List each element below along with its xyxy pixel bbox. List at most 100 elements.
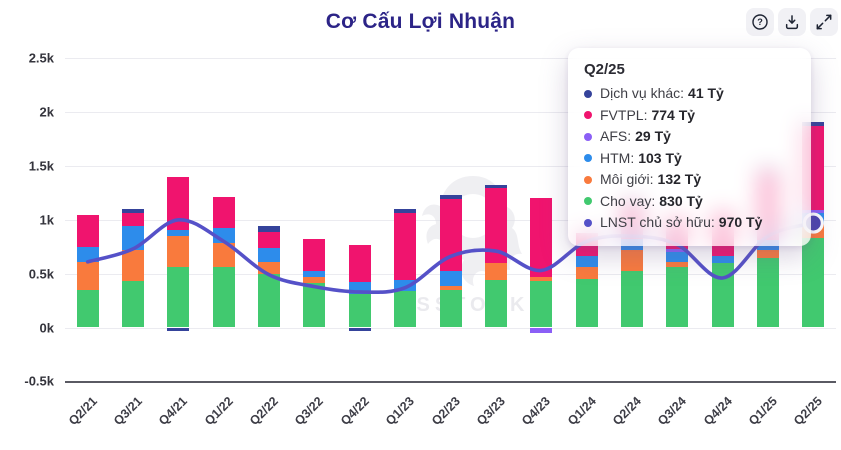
bar-segment[interactable] [439, 198, 462, 272]
bar-segment[interactable] [439, 286, 462, 290]
svg-text:?: ? [757, 17, 763, 27]
tooltip-value: 830 Tỷ [659, 192, 703, 209]
bar-segment[interactable] [711, 263, 734, 328]
bar-segment[interactable] [122, 249, 145, 281]
bar-segment[interactable] [122, 208, 145, 214]
bar-segment[interactable] [666, 248, 689, 253]
bar-segment[interactable] [484, 184, 507, 188]
bar-segment[interactable] [348, 293, 371, 328]
bar-segment[interactable] [484, 187, 507, 263]
bar-segment[interactable] [167, 229, 190, 236]
bar-segment[interactable] [484, 262, 507, 280]
x-tick-label: Q3/24 [655, 394, 690, 428]
bar-segment[interactable] [212, 196, 235, 228]
tooltip-label: FVTPL: [600, 106, 648, 123]
download-icon [782, 12, 802, 32]
bar-segment[interactable] [756, 258, 779, 328]
bar-segment[interactable] [348, 327, 371, 332]
tooltip-label: AFS: [600, 128, 632, 144]
tooltip-row: Môi giới: 132 Tỷ [584, 169, 795, 191]
bar-segment[interactable] [303, 270, 326, 277]
help-button[interactable]: ? [746, 8, 774, 36]
bar-segment[interactable] [802, 209, 825, 213]
y-tick-label: 1k [39, 212, 54, 228]
tooltip-value: 29 Tỷ [635, 128, 671, 144]
y-tick-label: -0.5k [24, 373, 54, 389]
bar-segment[interactable] [303, 282, 326, 328]
x-tick-label: Q4/23 [519, 394, 554, 428]
bar-segment[interactable] [802, 121, 825, 127]
bar-segment[interactable] [258, 231, 281, 248]
bar-segment[interactable] [620, 270, 643, 328]
bar-segment[interactable] [167, 327, 190, 331]
bar-segment[interactable] [575, 278, 598, 328]
bar-segment[interactable] [122, 280, 145, 328]
tooltip-row: Cho vay: 830 Tỷ [584, 191, 795, 213]
sstock-watermark: SSTOCK [398, 168, 548, 318]
bar-segment[interactable] [530, 280, 553, 328]
tooltip-row: LNST chủ sở hữu: 970 Tỷ [584, 212, 795, 234]
series-dot-icon [584, 154, 592, 163]
bar-segment[interactable] [575, 255, 598, 268]
bar-segment[interactable] [620, 249, 643, 271]
bar-segment[interactable] [258, 273, 281, 328]
series-dot-icon [584, 197, 592, 206]
series-dot-icon [584, 89, 592, 98]
expand-button[interactable] [810, 8, 838, 36]
bar-segment[interactable] [76, 215, 99, 247]
bar-segment[interactable] [122, 226, 145, 250]
series-dot-icon [584, 175, 592, 184]
bar-segment[interactable] [303, 238, 326, 271]
series-dot-icon [584, 111, 592, 120]
bar-segment[interactable] [394, 279, 417, 291]
bar-segment[interactable] [666, 252, 689, 263]
bar-segment[interactable] [394, 290, 417, 328]
bar-segment[interactable] [394, 212, 417, 280]
bar-segment[interactable] [76, 261, 99, 290]
tooltip-row: FVTPL: 774 Tỷ [584, 105, 795, 127]
y-tick-label: 1.5k [28, 158, 54, 174]
bar-segment[interactable] [575, 267, 598, 279]
bar-segment[interactable] [666, 262, 689, 267]
download-button[interactable] [778, 8, 806, 36]
bar-segment[interactable] [530, 276, 553, 281]
bar-segment[interactable] [212, 242, 235, 267]
bar-segment[interactable] [258, 247, 281, 262]
gridline [65, 327, 836, 329]
bar-segment[interactable] [167, 235, 190, 267]
bar-segment[interactable] [122, 213, 145, 227]
bar-segment[interactable] [394, 209, 417, 213]
bar-segment[interactable] [303, 276, 326, 283]
bar-segment[interactable] [439, 289, 462, 328]
bar-segment[interactable] [348, 244, 371, 282]
bar-segment[interactable] [711, 256, 734, 263]
bar-segment[interactable] [530, 197, 553, 277]
bar-segment[interactable] [76, 289, 99, 328]
x-tick-label: Q2/22 [246, 394, 281, 428]
x-tick-label: Q4/24 [700, 394, 735, 428]
bar-segment[interactable] [258, 261, 281, 274]
watermark-text: SSTOCK [416, 294, 530, 316]
bar-segment[interactable] [802, 238, 825, 328]
bar-segment[interactable] [258, 225, 281, 232]
tooltip-label: HTM: [600, 149, 635, 166]
tooltip-row: Dịch vụ khác: 41 Tỷ [584, 83, 795, 105]
bar-segment[interactable] [439, 271, 462, 287]
gridline [65, 166, 836, 168]
bar-segment[interactable] [167, 266, 190, 328]
tooltip-rows: Dịch vụ khác: 41 Tỷ FVTPL: 774 Tỷ AFS: 29 Tỷ H… [584, 83, 795, 234]
tooltip-row: HTM: 103 Tỷ [584, 148, 795, 170]
bar-segment[interactable] [212, 266, 235, 328]
bar-segment[interactable] [756, 249, 779, 259]
x-tick-label: Q2/21 [65, 394, 100, 428]
bar-segment[interactable] [666, 267, 689, 328]
bar-segment[interactable] [484, 279, 507, 328]
bar-segment[interactable] [348, 281, 371, 294]
bar-segment[interactable] [212, 227, 235, 243]
bar-segment[interactable] [167, 177, 190, 230]
bar-segment[interactable] [530, 327, 553, 334]
tooltip-value: 774 Tỷ [651, 106, 696, 123]
bar-segment[interactable] [76, 246, 99, 262]
chart-toolbar: ? [746, 8, 838, 36]
bar-segment[interactable] [439, 194, 462, 199]
